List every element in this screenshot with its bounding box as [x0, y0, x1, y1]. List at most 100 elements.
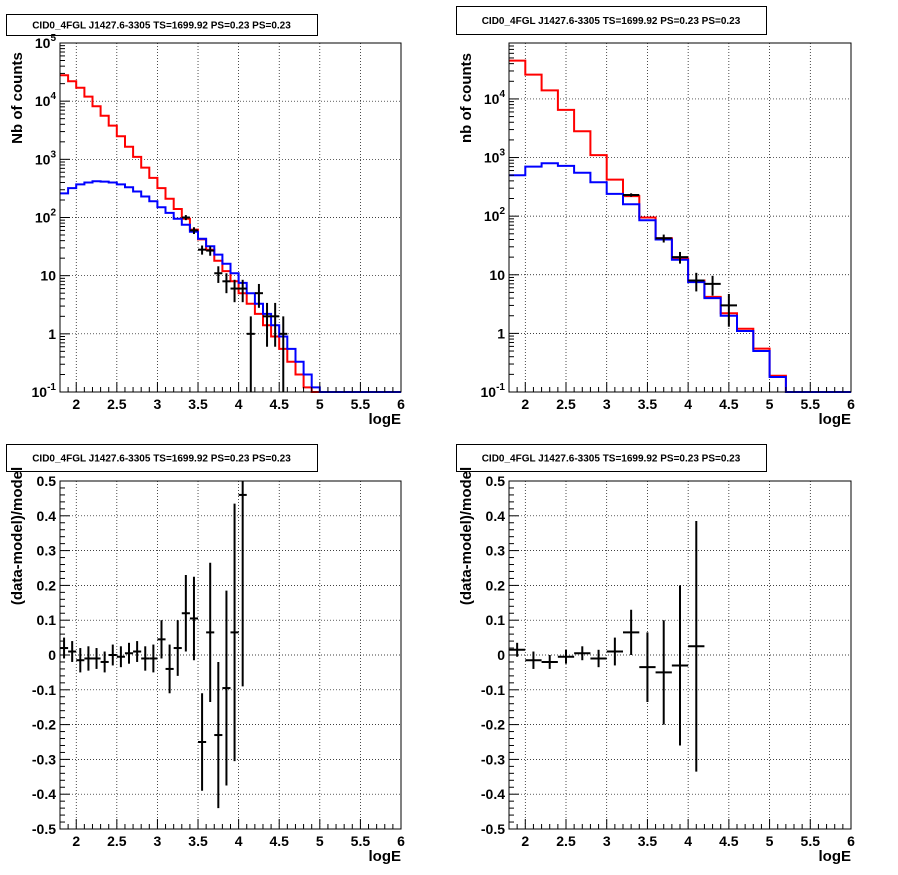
x-tick-label: 2	[521, 396, 529, 412]
x-tick-label: 4.5	[269, 396, 289, 412]
x-tick-label: 4	[684, 396, 692, 412]
x-axis-label: logE	[819, 411, 852, 428]
x-tick-label: 5	[766, 833, 774, 849]
y-tick-label: 0.4	[37, 508, 57, 524]
data-point	[181, 215, 190, 221]
y-tick-label: 10	[40, 268, 56, 284]
grid	[60, 481, 401, 829]
data-point	[720, 293, 737, 327]
data-point	[574, 646, 591, 661]
y-tick-label: 0.1	[486, 612, 506, 628]
y-tick-label: 104	[484, 89, 506, 107]
x-tick-label: 3.5	[188, 833, 208, 849]
data-point	[100, 651, 109, 673]
x-tick-label: 6	[397, 396, 405, 412]
x-tick-label: 2.5	[107, 833, 127, 849]
y-axis-label: Nb of counts	[9, 52, 26, 144]
y-tick-label: -0.3	[32, 751, 56, 767]
y-axis-label: (data-model)/model	[9, 467, 26, 605]
x-tick-label: 3.5	[638, 396, 658, 412]
y-tick-label: -0.4	[32, 786, 56, 802]
y-tick-label: 0.5	[486, 473, 506, 489]
chart-title: CID0_4FGL J1427.6-3305 TS=1699.92 PS=0.2…	[32, 454, 291, 465]
y-tick-label: 0.2	[486, 577, 506, 593]
data-point	[279, 316, 288, 392]
x-tick-label: 3.5	[638, 833, 658, 849]
x-tick-label: 4	[235, 396, 243, 412]
x-tick-label: 4.5	[719, 833, 739, 849]
data-point	[671, 251, 689, 264]
title-box	[6, 14, 318, 36]
y-axis-label: (data-model)/model	[458, 467, 475, 605]
data-point	[68, 641, 77, 662]
y-tick-label: -0.5	[32, 821, 56, 837]
data-point	[262, 302, 272, 347]
title-box	[456, 444, 767, 472]
x-tick-label: 2	[521, 833, 529, 849]
chart-4: CID0_4FGL J1427.6-3305 TS=1699.92 PS=0.2…	[456, 444, 855, 865]
data-point	[254, 283, 263, 308]
data-point	[655, 620, 672, 725]
data-point	[688, 272, 705, 292]
data-point	[198, 245, 207, 255]
data-point	[590, 649, 607, 668]
histogram-series-1	[509, 59, 851, 393]
x-tick-label: 5.5	[351, 396, 371, 412]
x-tick-label: 2.5	[556, 833, 576, 849]
data-point	[198, 693, 207, 791]
title-box	[456, 6, 767, 35]
data-point	[173, 620, 182, 676]
y-tick-label: -0.1	[32, 682, 56, 698]
x-tick-label: 2.5	[107, 396, 127, 412]
y-tick-label: 0.3	[37, 543, 57, 559]
chart-title: CID0_4FGL J1427.6-3305 TS=1699.92 PS=0.2…	[32, 21, 291, 32]
y-tick-label: 0.3	[486, 543, 506, 559]
y-tick-label: 0	[497, 647, 505, 663]
data-point	[76, 648, 85, 673]
y-tick-label: 0.1	[37, 612, 57, 628]
x-tick-label: 5.5	[801, 396, 821, 412]
title-box	[6, 444, 318, 472]
data-point	[92, 648, 101, 669]
data-point	[108, 644, 117, 666]
x-tick-label: 5.5	[351, 833, 371, 849]
y-tick-label: -0.2	[481, 717, 505, 733]
y-tick-label: 103	[35, 149, 57, 167]
chart-2: CID0_4FGL J1427.6-3305 TS=1699.92 PS=0.2…	[456, 6, 855, 428]
x-tick-label: 4	[235, 833, 243, 849]
y-tick-label: 104	[35, 91, 57, 109]
y-tick-label: 105	[35, 33, 57, 51]
data-point	[181, 574, 190, 652]
y-tick-label: -0.2	[32, 717, 56, 733]
y-tick-label: -0.3	[481, 751, 505, 767]
data-point	[206, 246, 215, 256]
y-tick-label: 102	[484, 206, 506, 224]
data-point	[149, 644, 158, 673]
x-tick-label: 5	[316, 833, 324, 849]
y-axis: 10-1 1 10 102 103 104	[481, 42, 519, 400]
y-tick-label: 10-1	[481, 382, 506, 400]
y-tick-label: 103	[484, 148, 506, 166]
data-point	[606, 637, 623, 666]
x-tick-label: 3	[154, 396, 162, 412]
x-tick-label: 5.5	[801, 833, 821, 849]
data-point	[655, 234, 672, 243]
x-tick-label: 3	[603, 396, 611, 412]
y-axis: -0.5 -0.4 -0.3 -0.2 -0.1 0 0.1 0.2 0.3 0.4 0.5	[32, 473, 70, 837]
x-axis: 2 2.5 3 3.5 4 4.5 5 5.5 6	[59, 819, 405, 849]
x-tick-label: 4.5	[269, 833, 289, 849]
x-axis-label: logE	[819, 848, 852, 865]
y-tick-label: -0.4	[481, 786, 505, 802]
data-point	[704, 275, 721, 296]
data-point	[133, 641, 142, 662]
y-tick-label: 102	[35, 208, 57, 226]
x-axis: 2 2.5 3 3.5 4 4.5 5 5.5 6	[59, 382, 405, 412]
chart-1: CID0_4FGL J1427.6-3305 TS=1699.92 PS=0.2…	[6, 14, 405, 428]
grid	[60, 43, 401, 392]
x-tick-label: 2.5	[556, 396, 576, 412]
y-tick-label: 0.5	[37, 473, 57, 489]
x-tick-label: 6	[847, 833, 855, 849]
x-tick-label: 6	[397, 833, 405, 849]
data-point	[116, 646, 125, 668]
data-point	[246, 316, 255, 392]
